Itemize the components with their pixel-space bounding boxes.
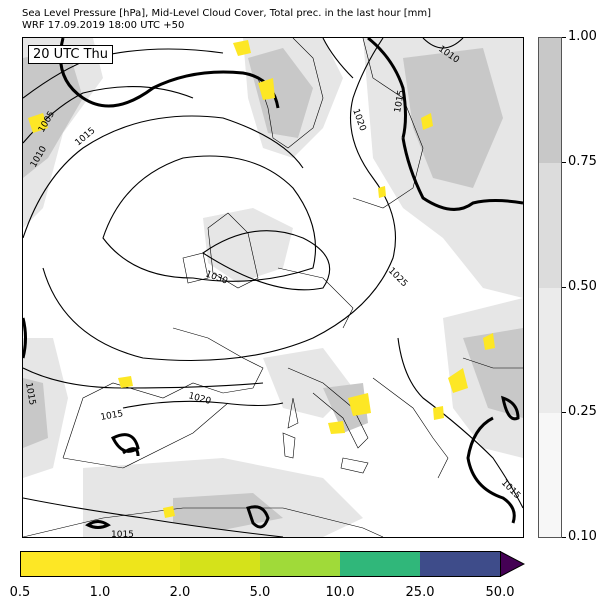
coastlines	[23, 38, 523, 537]
colorbar-segment	[539, 163, 561, 288]
isobar-label: 1015	[23, 382, 37, 406]
colorbar-tick-label: 1.00	[568, 29, 597, 44]
colorbar-tickmark	[562, 412, 566, 413]
model-run-subtitle: WRF 17.09.2019 18:00 UTC +50	[22, 20, 185, 31]
colorbar-tickmark	[562, 162, 566, 163]
precipitation-layer	[28, 40, 495, 518]
colorbar-segment	[100, 551, 180, 577]
colorbar-tick-label: 0.5	[9, 585, 31, 600]
colorbar-tick-label: 10.0	[325, 585, 355, 600]
colorbar-tick-label: 0.25	[568, 404, 597, 419]
map-canvas: 1010 1015 1020 1005 1010 1015 1030 1025 …	[23, 38, 523, 537]
isobar-label: 1015	[100, 409, 124, 423]
isobar-label: 1020	[350, 108, 367, 133]
isobar-label: 1015	[393, 89, 407, 113]
colorbar-extend-arrow	[500, 551, 524, 577]
colorbar-segment	[539, 413, 561, 537]
chart-title: Sea Level Pressure [hPa], Mid-Level Clou…	[22, 8, 432, 19]
colorbar-segment	[539, 288, 561, 413]
colorbar-tick-label: 5.0	[249, 585, 271, 600]
colorbar-tick-label: 25.0	[405, 585, 435, 600]
colorbar-segment	[260, 551, 340, 577]
colorbar-segment	[539, 38, 561, 163]
colorbar-tick-label: 0.50	[568, 279, 597, 294]
isobar-label: 1015	[111, 530, 134, 537]
colorbar-tick-label: 2.0	[169, 585, 191, 600]
colorbar-tickmark	[562, 287, 566, 288]
precipitation-colorbar	[20, 551, 525, 577]
colorbar-tick-label: 1.0	[89, 585, 111, 600]
isobars-bold	[23, 38, 523, 529]
weather-map: 1010 1015 1020 1005 1010 1015 1030 1025 …	[22, 37, 524, 538]
colorbar-segment	[180, 551, 260, 577]
isobar-label: 1015	[74, 126, 98, 148]
cloud-cover-colorbar	[538, 37, 562, 538]
colorbar-tick-label: 0.75	[568, 154, 597, 169]
colorbar-tick-label: 0.10	[568, 529, 597, 544]
isobar-label: 1025	[386, 266, 409, 289]
forecast-time-label: 20 UTC Thu	[28, 45, 113, 64]
colorbar-tickmark	[562, 537, 566, 538]
colorbar-segment	[20, 551, 100, 577]
colorbar-tickmark	[562, 37, 566, 38]
colorbar-segment	[340, 551, 420, 577]
colorbar-segment	[420, 551, 500, 577]
colorbar-tick-label: 50.0	[485, 585, 515, 600]
isobar-label: 1020	[187, 391, 212, 407]
